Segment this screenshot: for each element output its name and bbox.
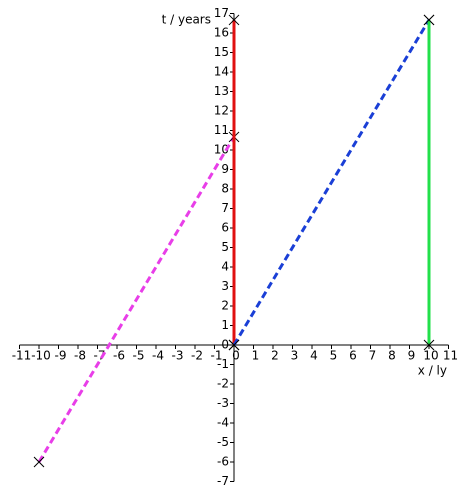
y-tick-label: -6 [217, 455, 229, 469]
x-tick-label: 0 [232, 349, 240, 363]
y-tick-label: 0 [221, 338, 229, 352]
x-tick-label: 10 [423, 349, 438, 363]
y-tick-label: 16 [214, 26, 229, 40]
x-tick-label: 3 [291, 349, 299, 363]
x-tick-label: 8 [388, 349, 396, 363]
y-tick-label: 14 [214, 65, 229, 79]
series-line [37, 136, 236, 463]
y-tick-label: 17 [214, 6, 229, 20]
y-axis-label: t / years [162, 13, 211, 27]
x-tick-label: -6 [113, 349, 125, 363]
y-tick-label: 6 [221, 221, 229, 235]
y-tick-label: 13 [214, 84, 229, 98]
y-tick-label: 10 [214, 143, 229, 157]
y-tick-label: 8 [221, 182, 229, 196]
x-axis-label: x / ly [418, 364, 447, 378]
x-tick-label: 5 [330, 349, 338, 363]
y-tick-label: -1 [217, 357, 229, 371]
marker [423, 339, 435, 351]
x-tick-label: -11 [12, 349, 32, 363]
x-tick-label: 6 [349, 349, 357, 363]
x-tick-label: -1 [211, 349, 223, 363]
y-tick-label: 11 [214, 123, 229, 137]
x-tick-label: 1 [252, 349, 260, 363]
y-tick-label: -4 [217, 416, 229, 430]
x-tick-label: 9 [408, 349, 416, 363]
x-tick-label: -4 [152, 349, 164, 363]
y-tick-label: 4 [221, 260, 229, 274]
y-tick-label: -7 [217, 474, 229, 488]
x-tick-label: -2 [191, 349, 203, 363]
y-tick-label: -5 [217, 435, 229, 449]
x-tick-label: 7 [369, 349, 377, 363]
marker [228, 339, 240, 351]
y-tick-label: 5 [221, 240, 229, 254]
y-tick-label: 12 [214, 104, 229, 118]
marker [33, 456, 45, 468]
marker [423, 14, 435, 26]
x-tick-label: -9 [55, 349, 67, 363]
x-tick-label: 4 [310, 349, 318, 363]
y-tick-label: -2 [217, 377, 229, 391]
marker [228, 14, 240, 26]
y-tick-label: -3 [217, 396, 229, 410]
x-tick-label: -10 [31, 349, 51, 363]
x-tick-label: 2 [271, 349, 279, 363]
y-tick-label: 9 [221, 162, 229, 176]
y-tick-label: 7 [221, 201, 229, 215]
x-tick-label: -3 [172, 349, 184, 363]
x-tick-label: -5 [133, 349, 145, 363]
x-tick-label: -8 [74, 349, 86, 363]
x-tick-label: -7 [94, 349, 106, 363]
y-tick-label: 3 [221, 279, 229, 293]
x-tick-label: 11 [443, 349, 458, 363]
y-tick-label: 15 [214, 45, 229, 59]
series-line [232, 19, 431, 346]
y-tick-label: 2 [221, 299, 229, 313]
y-tick-label: 1 [221, 318, 229, 332]
